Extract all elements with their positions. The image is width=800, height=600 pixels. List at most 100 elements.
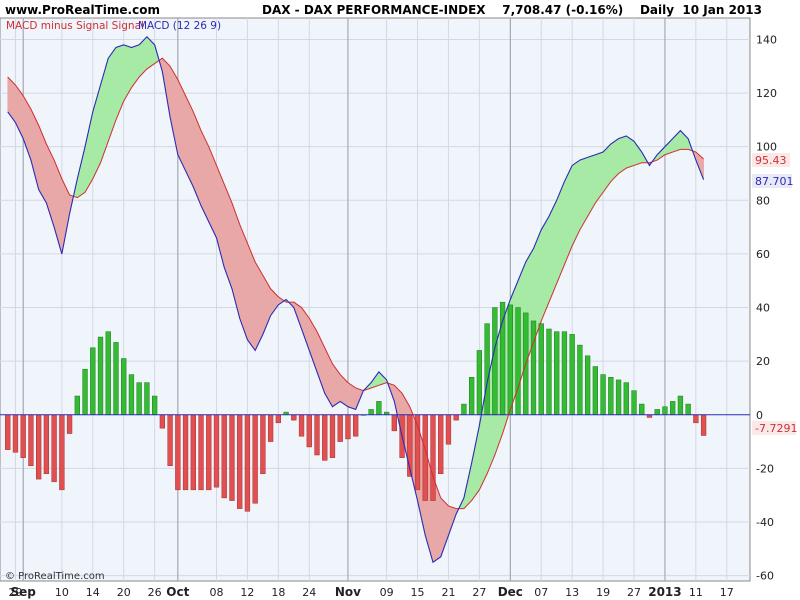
x-tick-label: 18 (271, 586, 285, 599)
histogram-bar (82, 368, 88, 416)
histogram-bar (345, 414, 351, 440)
histogram-bar (492, 307, 498, 416)
histogram-bar (484, 323, 490, 416)
x-tick-label: 26 (148, 586, 162, 599)
x-tick-label: 07 (534, 586, 548, 599)
histogram-bar (639, 403, 645, 416)
chart-title: DAX - DAX PERFORMANCE-INDEX 7,708.47 (-0… (262, 3, 762, 17)
histogram-bar (476, 350, 483, 416)
y-tick-label: -20 (756, 462, 774, 475)
y-tick-label: 100 (756, 141, 777, 154)
histogram-bar (391, 414, 397, 432)
histogram-bar (267, 414, 274, 442)
plot-area (0, 17, 751, 582)
histogram-bar (175, 414, 181, 491)
histogram-last-value: -7.7291 (755, 422, 797, 435)
y-tick-label: -60 (756, 570, 774, 583)
histogram-bar (28, 414, 34, 466)
histogram-bar (198, 414, 204, 491)
histogram-bar (113, 342, 119, 416)
x-tick-label: 14 (86, 586, 100, 599)
histogram-bar (670, 401, 676, 416)
histogram-bar (700, 414, 707, 436)
x-tick-label: 27 (627, 586, 641, 599)
y-axis: 140 120 100 80 60 40 20 0 -20 -40 -60 (756, 33, 777, 582)
histogram-bar (167, 414, 173, 466)
histogram-bar (430, 414, 436, 501)
histogram-bar (5, 414, 11, 450)
x-tick-label: Dec (498, 585, 523, 599)
histogram-bar (554, 331, 560, 416)
histogram-bar (275, 414, 281, 424)
histogram-bar (213, 414, 220, 488)
histogram-bar (623, 382, 629, 416)
x-tick-label: 24 (302, 586, 316, 599)
histogram-bar (453, 414, 459, 421)
histogram-bar (577, 344, 583, 416)
site-label[interactable]: www.ProRealTime.com (5, 3, 160, 17)
histogram-bar (229, 414, 235, 501)
x-tick-label: 13 (565, 586, 579, 599)
macd-last-value: 87.701 (755, 175, 794, 188)
histogram-bar (422, 414, 428, 501)
histogram-bar (329, 414, 336, 458)
y-tick-label: 120 (756, 87, 777, 100)
histogram-bar (499, 301, 506, 416)
histogram-bar (182, 414, 189, 491)
x-tick-label: 09 (380, 586, 394, 599)
histogram-bar (298, 414, 305, 437)
legend-macd: MACD (12 26 9) (138, 20, 221, 32)
histogram-bar (12, 414, 19, 453)
x-tick-label: 20 (117, 586, 131, 599)
x-tick-label: 10 (55, 586, 69, 599)
y-tick-label: 140 (756, 33, 777, 46)
histogram-bar (291, 414, 297, 421)
histogram-bar (530, 320, 537, 416)
macd-line (7, 35, 705, 564)
histogram-bar (66, 414, 73, 434)
histogram-bar (631, 390, 637, 416)
histogram-bar (237, 414, 243, 509)
y-tick-label: 60 (756, 248, 770, 261)
y-tick-label: 40 (756, 302, 770, 315)
histogram-bar (306, 414, 312, 448)
histogram-bar (322, 414, 328, 461)
histogram-bar (662, 406, 668, 416)
histogram-bar (685, 403, 691, 416)
histogram-bar (244, 414, 251, 512)
histogram-bar (206, 414, 212, 491)
histogram-bar (677, 395, 684, 416)
histogram-bar (151, 395, 158, 416)
x-tick-label: 2013 (648, 585, 681, 599)
x-tick-label: Nov (335, 585, 361, 599)
histogram-bar (569, 334, 575, 416)
histogram-bar (252, 414, 258, 504)
x-tick-label: 21 (441, 586, 455, 599)
histogram-bar (74, 395, 80, 416)
y-tick-label: 20 (756, 355, 770, 368)
x-tick-label: 08 (209, 586, 223, 599)
legend-signal: MACD minus Signal Signal (6, 20, 144, 32)
histogram-bar (515, 307, 521, 416)
histogram-bar (693, 414, 699, 424)
histogram-bar (90, 347, 96, 416)
x-tick-label: 12 (240, 586, 254, 599)
histogram-bar (608, 376, 614, 416)
x-tick-label: 17 (720, 586, 734, 599)
histogram-bar (376, 401, 382, 416)
signal-line (7, 57, 704, 510)
histogram-bar (337, 414, 343, 442)
histogram-bar (445, 414, 452, 445)
indicator-lines (7, 35, 705, 564)
x-tick-label: 15 (411, 586, 425, 599)
histogram-bar (51, 414, 57, 483)
histogram-bar (97, 336, 104, 416)
fill-segment (618, 135, 627, 175)
signal-last-value: 95.43 (755, 154, 787, 167)
histogram-bar (538, 323, 544, 416)
histogram-bar (592, 366, 599, 416)
histogram-bar (615, 379, 622, 416)
last-value-labels: 95.43 87.701 -7.7291 (752, 153, 797, 435)
histogram-bar (20, 414, 26, 458)
